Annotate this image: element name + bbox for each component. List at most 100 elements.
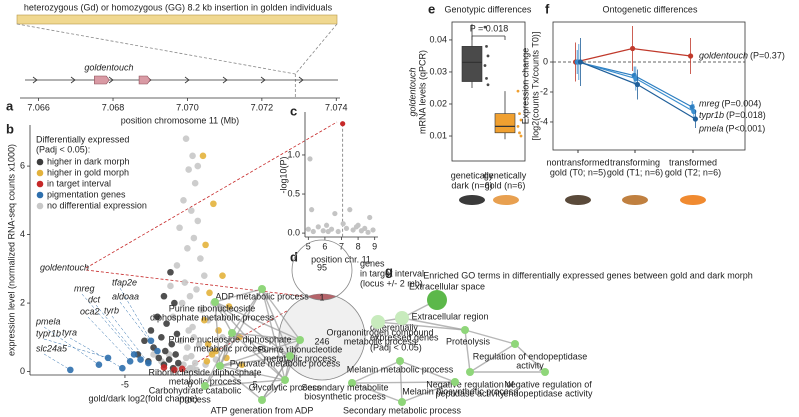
node-label: Carbohydrate catabolic bbox=[149, 385, 242, 395]
network-edge bbox=[219, 339, 301, 367]
series-line bbox=[580, 61, 696, 120]
point bbox=[171, 299, 178, 307]
network-edge bbox=[214, 301, 221, 367]
point bbox=[332, 210, 338, 217]
network-edge bbox=[399, 360, 456, 383]
network-edge bbox=[464, 329, 471, 373]
node-label: Negative regulation of bbox=[504, 379, 592, 389]
node-label: Purine ribonucleoside bbox=[169, 303, 256, 313]
legend-title: (Padj < 0.05): bbox=[36, 144, 90, 154]
label-connector bbox=[81, 293, 135, 355]
label-connector bbox=[69, 337, 123, 369]
connector bbox=[85, 121, 338, 269]
y-axis-label: goldentouch bbox=[407, 67, 417, 116]
annotation: P = 0.018 bbox=[470, 23, 509, 33]
network-edge bbox=[261, 288, 286, 381]
y-tick-label: 0.0 bbox=[287, 227, 300, 237]
node-label: biosynthetic process bbox=[304, 391, 386, 401]
network-edge bbox=[219, 355, 291, 367]
network-node bbox=[427, 290, 447, 310]
track-arrow bbox=[108, 76, 114, 84]
legend-title: Differentially expressed bbox=[36, 134, 129, 144]
network-edge bbox=[219, 288, 263, 367]
point bbox=[184, 344, 191, 351]
x-tick-label: nontransformed bbox=[546, 157, 609, 167]
point bbox=[340, 121, 346, 127]
panel-letter: e bbox=[428, 1, 435, 16]
point bbox=[187, 352, 195, 360]
point bbox=[180, 197, 187, 204]
y-tick-label: 0 bbox=[543, 56, 548, 66]
node-label: ADP metabolic process bbox=[215, 291, 309, 301]
point bbox=[692, 116, 699, 122]
point bbox=[309, 207, 315, 213]
y-tick-label: 4 bbox=[20, 229, 25, 239]
point bbox=[577, 59, 584, 65]
y-axis-label: -log10(P) bbox=[278, 156, 288, 193]
point bbox=[362, 225, 368, 232]
network-edge bbox=[219, 365, 286, 381]
network-node bbox=[286, 352, 294, 360]
label-connector bbox=[43, 353, 71, 371]
series-label: goldentouch bbox=[699, 50, 748, 60]
network-edge bbox=[401, 381, 456, 403]
network-edge bbox=[261, 288, 301, 341]
network-edge bbox=[377, 321, 466, 331]
series-label: mreg bbox=[699, 98, 720, 108]
track-arrow bbox=[32, 76, 38, 84]
network-edge bbox=[214, 288, 263, 303]
network-edge bbox=[284, 339, 301, 381]
point bbox=[158, 334, 165, 341]
legend-label: pigmentation genes bbox=[47, 189, 126, 199]
node-label: ATP generation from ADP bbox=[211, 405, 314, 415]
legend-swatch bbox=[36, 191, 44, 199]
venn-label: genes bbox=[360, 258, 385, 268]
label-connector bbox=[43, 326, 100, 365]
track-title: heterozygous (Gd) or homozygous (GG) 8.2… bbox=[24, 2, 333, 12]
point bbox=[182, 354, 190, 362]
point bbox=[219, 334, 226, 341]
point bbox=[215, 327, 222, 334]
point bbox=[206, 289, 213, 297]
exon bbox=[94, 75, 110, 85]
point bbox=[367, 214, 373, 221]
point bbox=[185, 366, 192, 374]
x-axis-label: position chromosome 11 (Mb) bbox=[121, 115, 239, 125]
network-node bbox=[296, 336, 304, 344]
fish-image bbox=[622, 195, 648, 205]
point bbox=[190, 334, 198, 341]
network-edge bbox=[464, 329, 516, 345]
x-tick-label: 0 bbox=[187, 379, 192, 389]
point bbox=[219, 272, 226, 279]
network-node bbox=[211, 298, 219, 306]
point bbox=[67, 366, 74, 374]
node-label: Secondary metabolic process bbox=[343, 405, 462, 415]
y-tick-label: 0.01 bbox=[429, 130, 447, 140]
point bbox=[335, 228, 341, 235]
x-tick-label: 5 bbox=[306, 241, 311, 251]
node-label: Negative regulation of bbox=[426, 379, 514, 389]
point bbox=[485, 44, 488, 48]
plot-frame bbox=[451, 21, 526, 162]
point bbox=[173, 262, 181, 269]
network-edge bbox=[231, 332, 291, 357]
point bbox=[350, 227, 356, 233]
point bbox=[210, 200, 217, 208]
point bbox=[185, 327, 192, 334]
network-edge bbox=[514, 343, 546, 373]
x-tick-label: 7.070 bbox=[176, 102, 199, 112]
venn-label: (locus +/- 2 mb) bbox=[360, 278, 423, 288]
network-edge bbox=[351, 382, 403, 403]
point bbox=[167, 268, 174, 276]
network-node bbox=[511, 340, 519, 348]
point bbox=[203, 358, 211, 365]
exon bbox=[138, 75, 151, 85]
gene-label: goldentouch bbox=[84, 62, 133, 72]
point bbox=[189, 152, 196, 160]
network-node bbox=[371, 315, 385, 329]
point bbox=[305, 226, 311, 232]
point bbox=[172, 351, 179, 358]
point bbox=[310, 228, 316, 235]
x-tick-label: 5 bbox=[252, 379, 257, 389]
network-edge bbox=[204, 365, 221, 387]
